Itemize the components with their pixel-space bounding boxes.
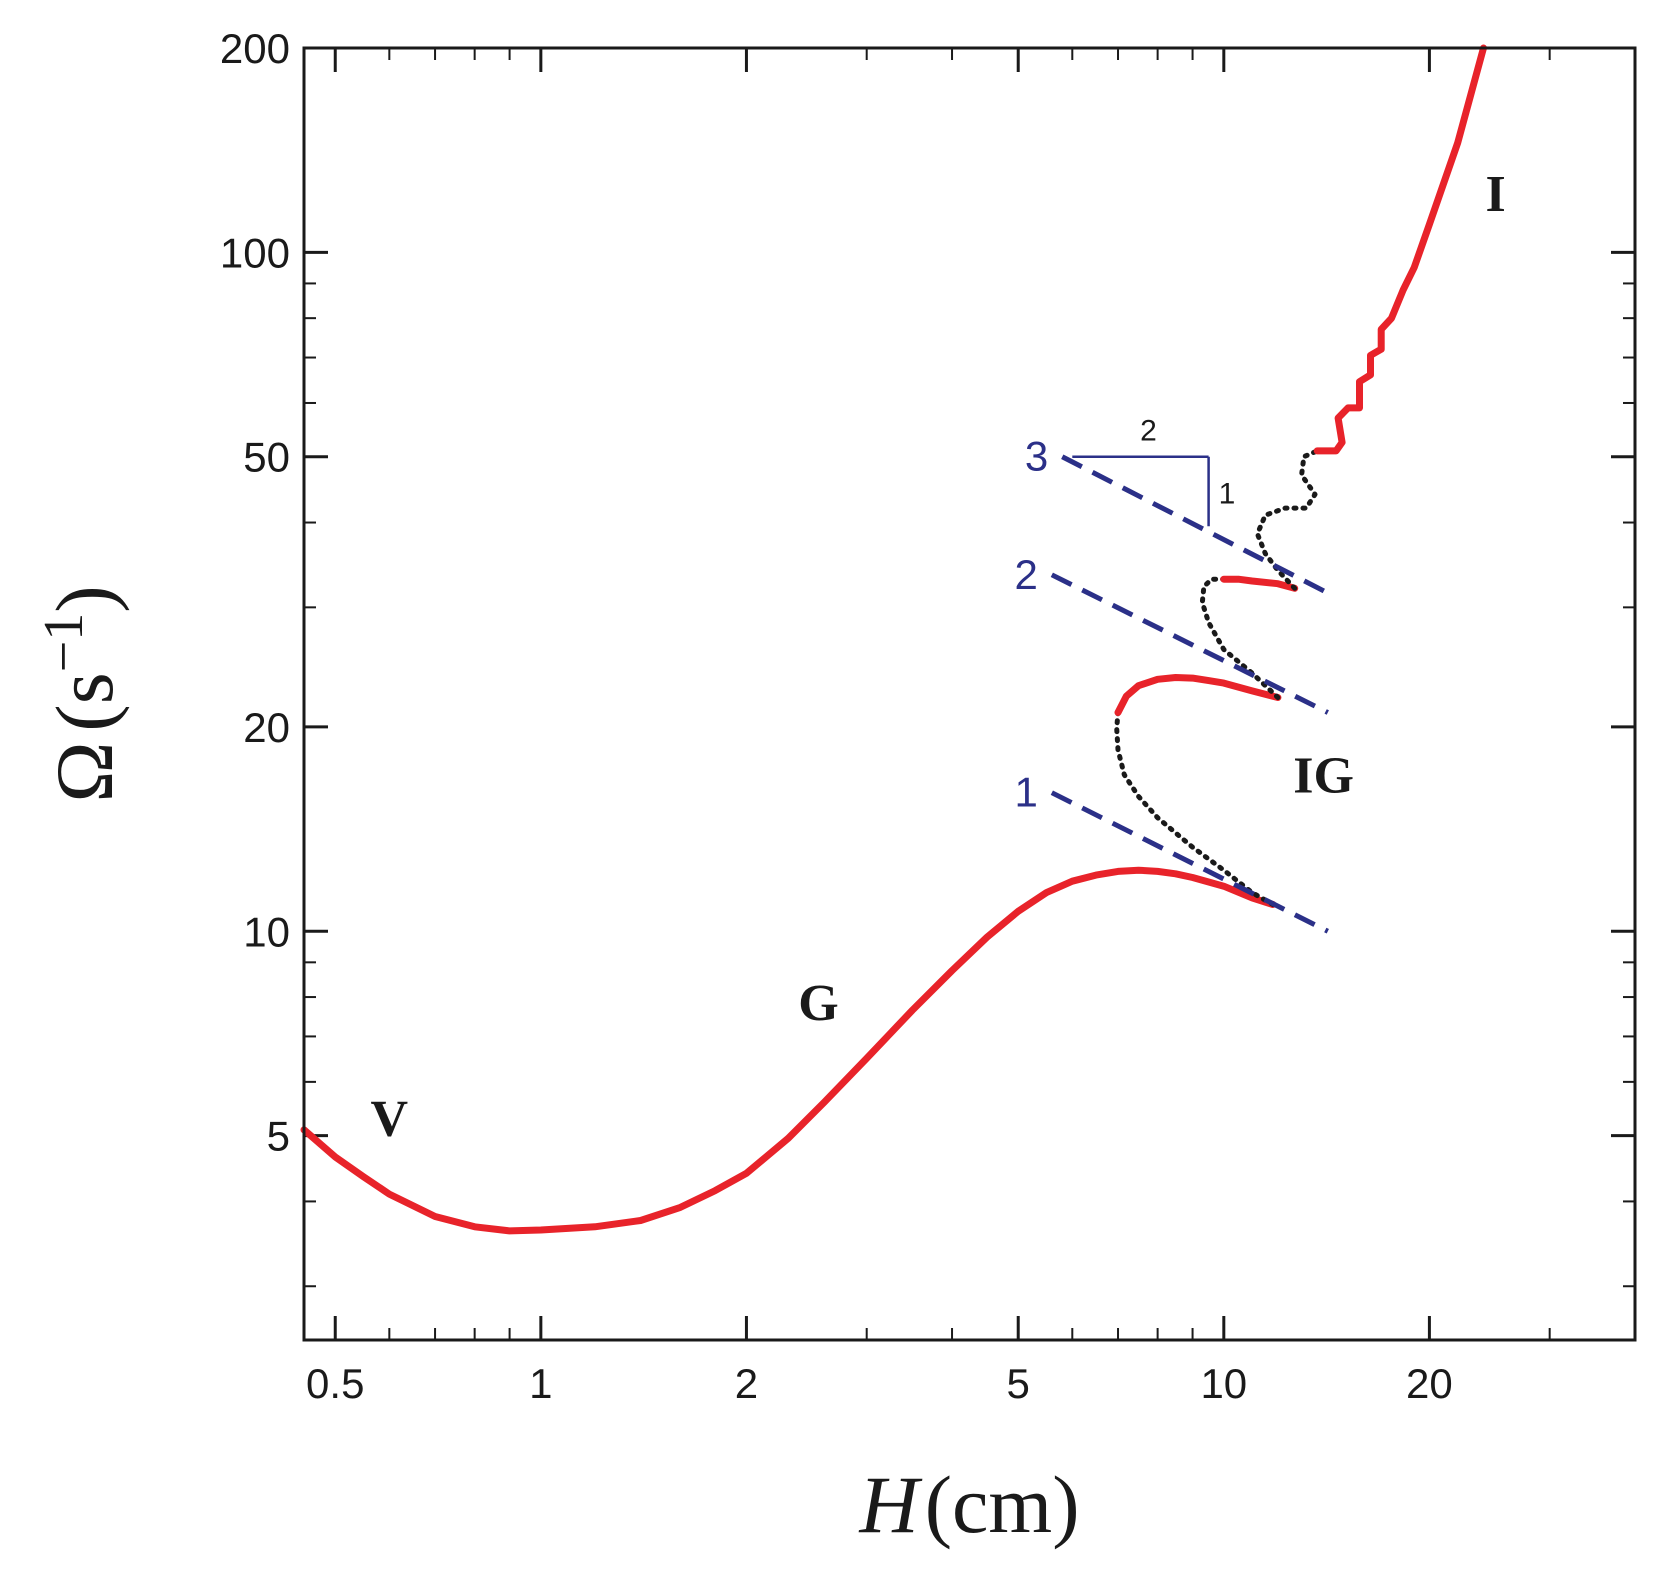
y-axis-unit-close: ) bbox=[39, 585, 130, 612]
y-tick-label: 200 bbox=[220, 25, 290, 72]
reference-line-2 bbox=[1050, 572, 1329, 715]
plot-frame bbox=[302, 46, 1637, 1342]
reference-line-label: 1 bbox=[1014, 769, 1037, 816]
y-axis-unit-exponent: −1 bbox=[33, 613, 95, 673]
series-stable-main bbox=[300, 866, 1277, 1235]
x-axis-symbol: H bbox=[858, 1459, 922, 1550]
region-label-g: G bbox=[798, 975, 838, 1032]
y-axis-symbol: Ω bbox=[39, 742, 130, 803]
series-unstable-1 bbox=[1114, 710, 1276, 907]
reference-line-label: 3 bbox=[1025, 433, 1048, 480]
region-label-i: I bbox=[1485, 166, 1505, 223]
x-axis-unit: (cm) bbox=[925, 1459, 1080, 1550]
reference-line-3 bbox=[1061, 454, 1329, 596]
x-tick-label: 2 bbox=[735, 1360, 758, 1407]
x-tick-label: 5 bbox=[1007, 1360, 1030, 1407]
region-label-v: V bbox=[371, 1091, 409, 1148]
series-stable-3 bbox=[1220, 575, 1299, 592]
region-label-ig: IG bbox=[1293, 748, 1354, 805]
x-axis-title: H(cm) bbox=[858, 1459, 1079, 1550]
y-tick-label: 10 bbox=[243, 908, 290, 955]
y-tick-label: 5 bbox=[267, 1113, 290, 1160]
reference-lines-layer bbox=[1050, 454, 1329, 934]
series-stable-2 bbox=[1114, 674, 1282, 716]
y-axis-unit: (s bbox=[39, 672, 130, 731]
series-unstable-3 bbox=[1254, 448, 1320, 591]
x-tick-label: 1 bbox=[529, 1360, 552, 1407]
y-tick-label: 20 bbox=[243, 704, 290, 751]
y-tick-label: 50 bbox=[243, 434, 290, 481]
slope-run-label: 2 bbox=[1140, 415, 1157, 448]
y-tick-label: 100 bbox=[220, 229, 290, 276]
x-tick-label: 0.5 bbox=[306, 1360, 364, 1407]
y-axis-title: Ω (s−1) bbox=[33, 585, 130, 802]
x-tick-label: 20 bbox=[1406, 1360, 1453, 1407]
x-tick-label: 10 bbox=[1200, 1360, 1247, 1407]
reference-line-label: 2 bbox=[1014, 551, 1037, 598]
slope-rise-label: 1 bbox=[1219, 477, 1236, 510]
axis-ticks bbox=[304, 46, 1635, 1340]
series-stable-4 bbox=[1313, 44, 1487, 455]
labels-layer: 0.5 1 2 5 10 20 5 10 20 50 100 200 1 2 3 2 1 V G IG I bbox=[220, 25, 1506, 1407]
reference-line-1 bbox=[1050, 790, 1329, 934]
series-layer bbox=[300, 44, 1487, 1235]
